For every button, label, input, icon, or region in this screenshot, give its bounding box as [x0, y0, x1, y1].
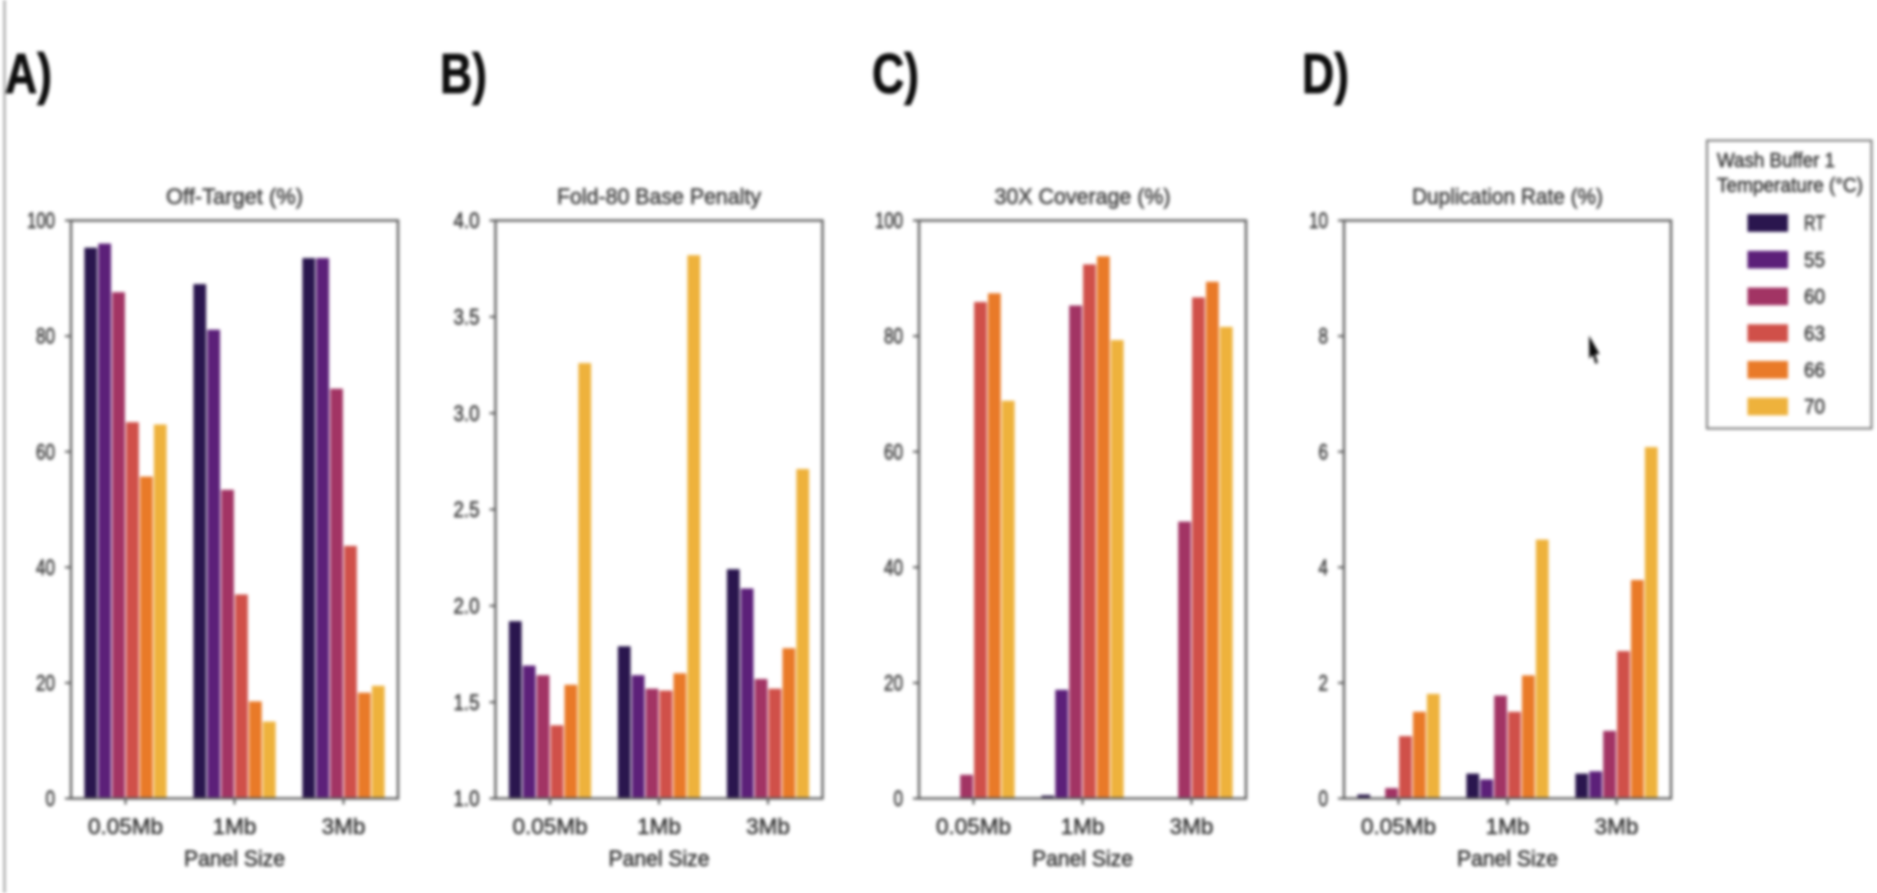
svg-text:3Mb: 3Mb: [1595, 814, 1639, 839]
svg-text:0.05Mb: 0.05Mb: [512, 814, 587, 839]
svg-text:40: 40: [36, 555, 55, 580]
svg-text:0.05Mb: 0.05Mb: [936, 814, 1011, 839]
svg-text:A): A): [5, 42, 52, 106]
svg-text:D): D): [1302, 42, 1349, 106]
svg-text:3.0: 3.0: [454, 401, 480, 426]
svg-text:Panel Size: Panel Size: [184, 846, 285, 871]
svg-text:4: 4: [1319, 555, 1329, 580]
svg-text:70: 70: [1804, 396, 1825, 419]
svg-text:Panel Size: Panel Size: [1457, 846, 1558, 871]
svg-text:20: 20: [36, 671, 55, 696]
svg-text:100: 100: [875, 208, 903, 233]
svg-text:100: 100: [27, 208, 55, 233]
svg-text:3Mb: 3Mb: [322, 814, 366, 839]
svg-text:1.0: 1.0: [454, 786, 480, 811]
svg-text:3.5: 3.5: [454, 304, 480, 329]
svg-text:40: 40: [884, 555, 903, 580]
svg-text:55: 55: [1804, 249, 1825, 272]
svg-text:Off-Target (%): Off-Target (%): [166, 184, 303, 209]
svg-text:80: 80: [884, 324, 903, 349]
svg-text:20: 20: [884, 671, 903, 696]
svg-text:0: 0: [46, 786, 56, 811]
svg-text:80: 80: [36, 324, 55, 349]
svg-text:4.0: 4.0: [454, 208, 480, 233]
svg-text:63: 63: [1804, 322, 1825, 345]
svg-text:Duplication Rate (%): Duplication Rate (%): [1412, 184, 1603, 209]
svg-text:60: 60: [884, 439, 903, 464]
svg-text:0: 0: [894, 786, 904, 811]
svg-text:1Mb: 1Mb: [213, 814, 257, 839]
svg-text:30X Coverage (%): 30X Coverage (%): [995, 184, 1171, 209]
svg-text:60: 60: [1804, 286, 1825, 309]
svg-text:1Mb: 1Mb: [637, 814, 681, 839]
svg-text:Panel Size: Panel Size: [1032, 846, 1133, 871]
svg-text:Panel Size: Panel Size: [609, 846, 710, 871]
svg-text:0.05Mb: 0.05Mb: [1361, 814, 1436, 839]
svg-text:8: 8: [1319, 324, 1329, 349]
svg-text:2: 2: [1319, 671, 1329, 696]
svg-text:2.0: 2.0: [454, 593, 480, 618]
svg-text:C): C): [872, 42, 919, 106]
svg-text:1Mb: 1Mb: [1486, 814, 1530, 839]
svg-text:0.05Mb: 0.05Mb: [88, 814, 163, 839]
svg-text:RT: RT: [1804, 212, 1825, 235]
svg-text:6: 6: [1319, 439, 1329, 464]
svg-text:0: 0: [1319, 786, 1329, 811]
svg-text:B): B): [440, 42, 487, 106]
svg-text:2.5: 2.5: [454, 497, 480, 522]
svg-text:3Mb: 3Mb: [1170, 814, 1214, 839]
svg-text:66: 66: [1804, 359, 1825, 382]
svg-text:1Mb: 1Mb: [1061, 814, 1105, 839]
svg-text:Wash Buffer 1: Wash Buffer 1: [1717, 149, 1835, 172]
svg-text:Fold-80 Base Penalty: Fold-80 Base Penalty: [557, 184, 762, 209]
svg-text:3Mb: 3Mb: [746, 814, 790, 839]
svg-text:Temperature (°C): Temperature (°C): [1717, 174, 1863, 197]
svg-text:60: 60: [36, 439, 55, 464]
svg-text:10: 10: [1309, 208, 1328, 233]
svg-text:1.5: 1.5: [454, 690, 480, 715]
